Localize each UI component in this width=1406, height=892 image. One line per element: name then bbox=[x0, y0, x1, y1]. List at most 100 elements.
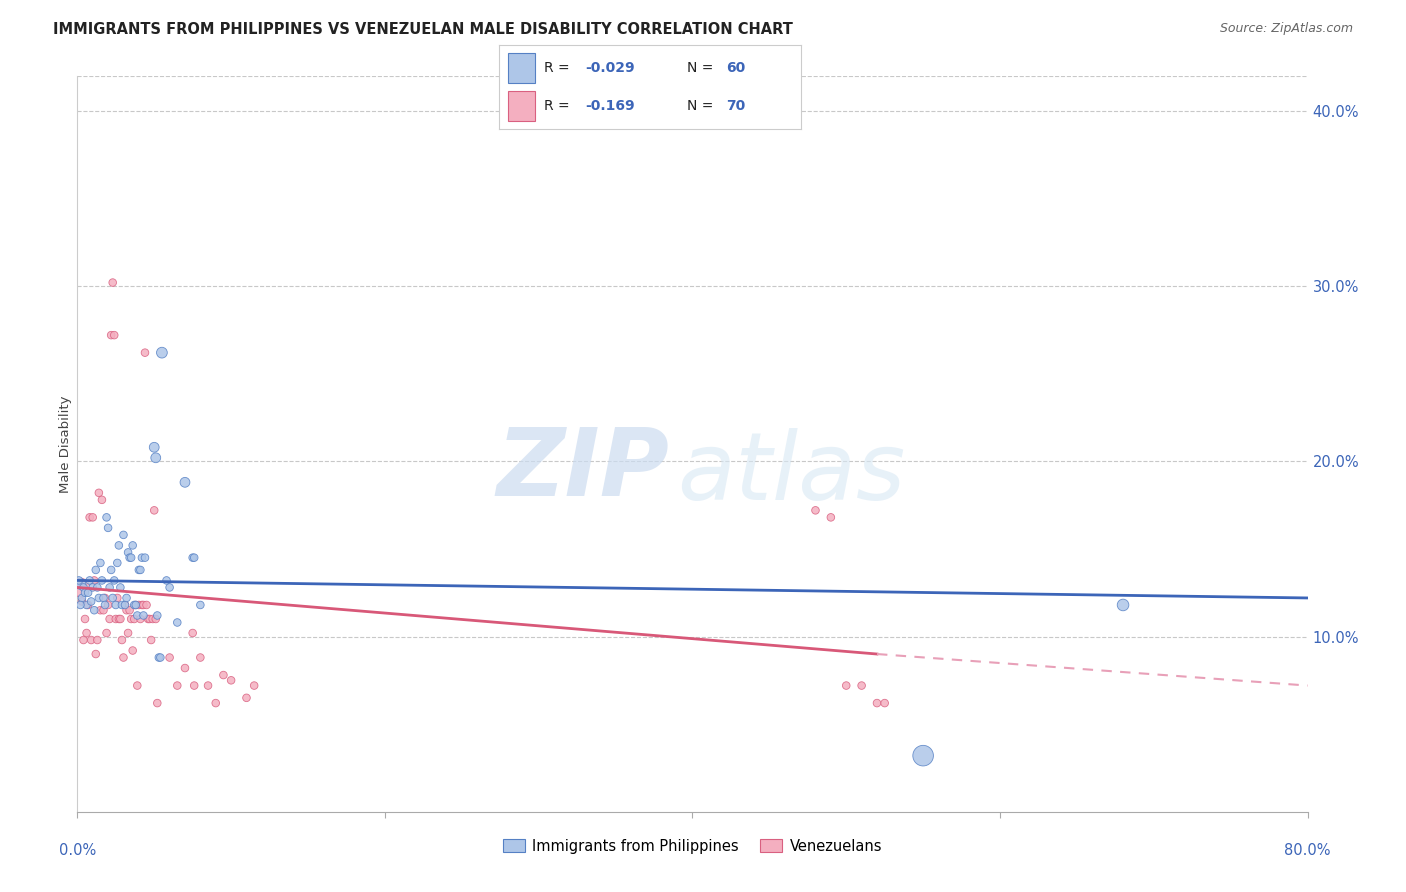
Point bbox=[136, 612, 159, 626]
Point bbox=[82, 581, 104, 595]
Point bbox=[866, 696, 889, 710]
Point bbox=[118, 603, 141, 617]
Point bbox=[82, 510, 104, 524]
Point bbox=[820, 510, 842, 524]
Point bbox=[135, 598, 157, 612]
Point bbox=[121, 643, 143, 657]
Point bbox=[197, 679, 219, 693]
Point bbox=[111, 633, 134, 648]
Point bbox=[112, 528, 135, 542]
Text: 70: 70 bbox=[725, 99, 745, 113]
Point bbox=[103, 328, 125, 343]
Point bbox=[204, 696, 226, 710]
Point bbox=[83, 574, 105, 588]
Point bbox=[851, 679, 873, 693]
Point bbox=[108, 538, 131, 552]
Point bbox=[100, 328, 122, 343]
Point bbox=[155, 574, 177, 588]
Point bbox=[127, 679, 149, 693]
Point bbox=[87, 485, 110, 500]
Text: ZIP: ZIP bbox=[496, 424, 669, 516]
Point bbox=[110, 612, 132, 626]
Bar bbox=[508, 91, 536, 120]
Point bbox=[79, 574, 101, 588]
Text: N =: N = bbox=[686, 61, 717, 75]
Point bbox=[86, 633, 108, 648]
Point bbox=[128, 598, 150, 612]
Point bbox=[114, 598, 136, 612]
Point bbox=[73, 585, 96, 599]
Point bbox=[143, 440, 166, 454]
Point bbox=[69, 577, 91, 591]
Point bbox=[98, 612, 121, 626]
Point bbox=[835, 679, 858, 693]
Point bbox=[912, 748, 935, 763]
Point bbox=[111, 598, 134, 612]
Point bbox=[146, 608, 169, 623]
Point bbox=[129, 612, 152, 626]
Point bbox=[120, 612, 142, 626]
Point bbox=[188, 598, 212, 612]
Point bbox=[128, 563, 150, 577]
Point bbox=[183, 679, 205, 693]
Point bbox=[94, 598, 117, 612]
Point bbox=[80, 594, 103, 608]
Point bbox=[243, 679, 266, 693]
Point bbox=[79, 510, 101, 524]
Text: R =: R = bbox=[544, 61, 575, 75]
Point bbox=[235, 690, 257, 705]
Point bbox=[70, 591, 93, 605]
Legend: Immigrants from Philippines, Venezuelans: Immigrants from Philippines, Venezuelans bbox=[496, 833, 889, 860]
Point bbox=[100, 563, 122, 577]
Text: 80.0%: 80.0% bbox=[1284, 843, 1331, 858]
Point bbox=[142, 612, 165, 626]
Point bbox=[84, 563, 107, 577]
Point bbox=[108, 612, 131, 626]
Point bbox=[97, 521, 120, 535]
Point bbox=[149, 650, 172, 665]
Point bbox=[93, 591, 115, 605]
Point bbox=[80, 633, 103, 648]
Point bbox=[145, 612, 167, 626]
Point bbox=[174, 475, 197, 490]
Point bbox=[103, 574, 125, 588]
Point bbox=[104, 598, 127, 612]
Text: -0.169: -0.169 bbox=[585, 99, 636, 113]
Point bbox=[181, 550, 204, 565]
Point bbox=[129, 563, 152, 577]
Point bbox=[212, 668, 235, 682]
Point bbox=[101, 276, 124, 290]
Point bbox=[77, 598, 100, 612]
Point bbox=[96, 510, 118, 524]
Point bbox=[125, 598, 148, 612]
Point bbox=[69, 581, 91, 595]
Point bbox=[94, 591, 117, 605]
Text: 60: 60 bbox=[725, 61, 745, 75]
Text: -0.029: -0.029 bbox=[585, 61, 636, 75]
Point bbox=[89, 603, 111, 617]
Point bbox=[90, 574, 114, 588]
Point bbox=[134, 550, 156, 565]
Point bbox=[98, 581, 121, 595]
Point bbox=[76, 598, 98, 612]
Point bbox=[67, 574, 90, 588]
Point bbox=[148, 650, 170, 665]
Text: N =: N = bbox=[686, 99, 717, 113]
Point bbox=[143, 503, 166, 517]
Point bbox=[122, 598, 145, 612]
Point bbox=[138, 612, 160, 626]
Point bbox=[166, 679, 188, 693]
Point bbox=[114, 598, 136, 612]
Text: atlas: atlas bbox=[678, 428, 905, 519]
Point bbox=[188, 650, 212, 665]
Point bbox=[117, 626, 139, 640]
Text: R =: R = bbox=[544, 99, 575, 113]
Point bbox=[118, 550, 141, 565]
Point bbox=[166, 615, 188, 630]
Point bbox=[127, 608, 149, 623]
Point bbox=[146, 696, 169, 710]
Point bbox=[132, 598, 155, 612]
Point bbox=[93, 603, 115, 617]
Point bbox=[141, 633, 163, 648]
Point bbox=[84, 647, 107, 661]
